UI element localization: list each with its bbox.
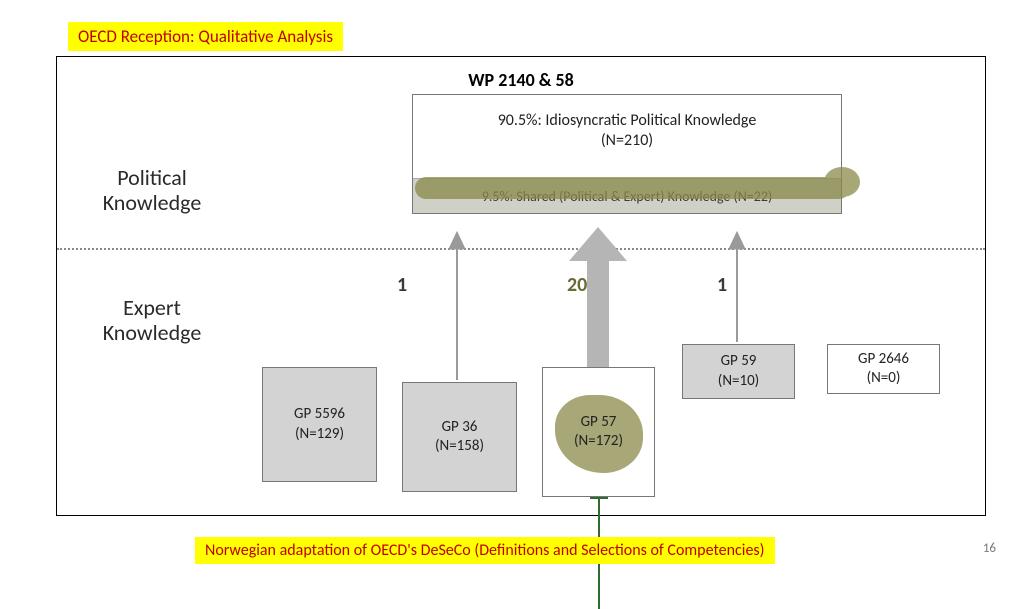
gp-n: (N=158) [435, 437, 484, 457]
gp-box-36: GP 36 (N=158) [402, 382, 517, 492]
wp-upper-line2: (N=210) [601, 131, 653, 150]
gp-n: (N=129) [295, 425, 344, 445]
arrow-label-20: 20 [567, 273, 587, 297]
dotted-divider [57, 248, 985, 250]
gp-box-2646: GP 2646 (N=0) [827, 344, 940, 394]
gp-label: GP 36 [442, 418, 478, 438]
title-banner-top: OECD Reception: Qualitative Analysis [68, 22, 343, 51]
wp-upper-text: 90.5%: Idiosyncratic Political Knowledge… [413, 111, 841, 151]
arrow-label-1a: 1 [397, 273, 407, 297]
gp-box-59: GP 59 (N=10) [682, 344, 795, 399]
wp-title: WP 2140 & 58 [57, 69, 985, 91]
gp-label: GP 5596 [294, 405, 345, 425]
gp-n: (N=172) [574, 432, 623, 452]
diagram-frame: WP 2140 & 58 90.5%: Idiosyncratic Politi… [56, 56, 986, 516]
arrow-label-1b: 1 [717, 273, 727, 297]
gp-box-57: GP 57 (N=172) [542, 367, 655, 497]
highlight-scribble-band [415, 177, 850, 199]
row-label-expert: ExpertKnowledge [77, 295, 227, 346]
gp-label: GP 57 [581, 413, 617, 433]
gp-label: GP 2646 [858, 350, 909, 370]
title-banner-bottom: Norwegian adaptation of OECD's DeSeCo (D… [195, 537, 775, 564]
wp-upper-line1: 90.5%: Idiosyncratic Political Knowledge [498, 111, 757, 130]
gp-n: (N=10) [718, 372, 759, 392]
row-label-political: PoliticalKnowledge [77, 165, 227, 216]
gp-box-5596: GP 5596 (N=129) [262, 367, 377, 482]
gp-label: GP 59 [721, 352, 757, 372]
page-number: 16 [983, 541, 996, 556]
gp-n: (N=0) [867, 369, 901, 389]
